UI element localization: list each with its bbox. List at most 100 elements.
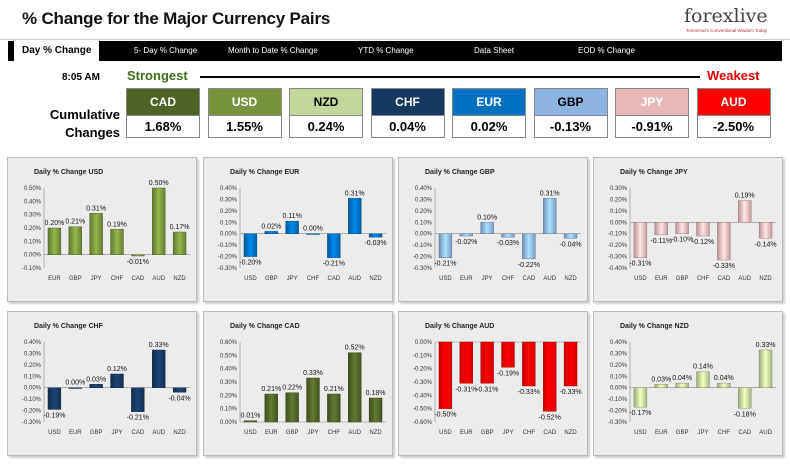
x-tick-label: GBP [265, 276, 278, 282]
data-label: -0.20% [239, 260, 261, 267]
bar [152, 187, 166, 255]
y-tick-label: -0.10% [413, 353, 433, 359]
data-label: 0.12% [107, 366, 127, 373]
currency-value: -2.50% [697, 115, 770, 137]
bar [285, 392, 299, 423]
y-tick-label: 0.20% [220, 393, 238, 399]
x-tick-label: USD [634, 430, 647, 436]
data-label: -0.12% [692, 239, 714, 246]
bar [306, 233, 320, 235]
bar [47, 387, 62, 410]
tab-data-sheet[interactable]: Data Sheet [474, 46, 515, 55]
bar [501, 233, 515, 238]
data-label: 0.17% [170, 224, 190, 231]
tab-month-to-date-change[interactable]: Month to Date % Change [228, 46, 318, 55]
x-tick-label: NZD [564, 276, 577, 282]
data-label: 0.11% [282, 213, 301, 220]
tab-ytd-change[interactable]: YTD % Change [358, 46, 414, 55]
currency-name: NZD [290, 89, 362, 115]
x-tick-label: JPY [111, 430, 122, 436]
bar [172, 231, 187, 255]
bar [675, 382, 689, 388]
data-label: 0.14% [693, 364, 713, 371]
bar [327, 233, 341, 258]
bar [327, 393, 341, 423]
bar [89, 384, 103, 388]
bar [758, 349, 773, 388]
bar [243, 233, 258, 257]
chart-title: Daily % Change JPY [620, 169, 688, 176]
data-label: 0.33% [756, 342, 776, 349]
y-tick-label: -0.10% [218, 243, 238, 249]
y-tick-label: 0.40% [610, 340, 628, 346]
chart-panel-3: Daily % Change JPY 0.30% 0.20% 0.10% 0.00% -0… [593, 157, 783, 302]
forexlive-logo[interactable]: forexlive Tomorrow's Conventional Wisdom… [668, 4, 782, 36]
bar [501, 341, 515, 368]
data-label: -0.02% [455, 239, 477, 246]
bar [368, 233, 383, 238]
bar [459, 341, 473, 384]
y-tick-label: 0.50% [24, 186, 42, 192]
x-tick-label: EUR [655, 430, 668, 436]
bar [348, 352, 362, 423]
currency-value: -0.91% [616, 115, 688, 137]
bar [675, 222, 689, 234]
y-tick-label: 0.10% [220, 407, 238, 413]
chart-panel-4: Daily % Change CHF 0.40% 0.30% 0.20% 0.10% 0.… [7, 311, 197, 456]
x-tick-label: AUD [543, 276, 556, 282]
y-tick-label: -0.30% [413, 266, 433, 272]
bar [348, 198, 362, 234]
y-tick-label: 0.30% [24, 213, 42, 219]
data-label: -0.11% [650, 238, 672, 245]
nav-bar: Day % Change 5- Day % Change Month to Da… [8, 41, 782, 61]
page-title: % Change for the Major Currency Pairs [22, 9, 331, 28]
bar [654, 384, 668, 388]
x-tick-label: CHF [502, 276, 515, 282]
bar [152, 349, 166, 388]
weakest-label: Weakest [707, 68, 760, 83]
data-label: -0.04% [168, 395, 190, 402]
currency-box-gbp: GBP -0.13% [533, 88, 608, 138]
currency-box-nzd: NZD 0.24% [289, 88, 363, 138]
x-tick-label: AUD [738, 276, 751, 282]
x-tick-label: EUR [69, 430, 82, 436]
data-label: 0.31% [540, 190, 560, 197]
bar [47, 227, 62, 255]
data-label: 0.10% [477, 214, 497, 221]
x-tick-label: USD [634, 276, 647, 282]
data-label: 0.31% [86, 205, 106, 212]
y-tick-label: -0.30% [608, 420, 628, 426]
chart-panel-1: Daily % Change EUR 0.40% 0.30% 0.20% 0.10% 0.… [203, 157, 393, 302]
tab-5-day-change[interactable]: 5- Day % Change [134, 46, 198, 55]
y-tick-label: 0.60% [220, 340, 238, 346]
y-tick-label: 0.00% [415, 232, 433, 238]
y-tick-label: -0.30% [413, 380, 433, 386]
bar [89, 213, 103, 255]
bar [717, 382, 731, 388]
y-tick-label: -0.20% [413, 255, 433, 261]
bar [522, 341, 536, 387]
currency-value: 0.04% [371, 115, 444, 137]
x-tick-label: EUR [48, 276, 61, 282]
tab-eod-change[interactable]: EOD % Change [578, 46, 635, 55]
currency-box-aud: AUD -2.50% [696, 88, 771, 138]
currency-name: AUD [697, 89, 770, 115]
cumulative-changes-label: Cumulative Changes [49, 107, 120, 140]
logo-text: forexlive [684, 5, 768, 27]
currency-box-usd: USD 1.55% [207, 88, 282, 138]
x-tick-label: CAD [543, 430, 556, 436]
bar [243, 420, 258, 423]
chart-panel-2: Daily % Change GBP 0.40% 0.30% 0.20% 0.10% 0.… [398, 157, 588, 302]
bar [368, 397, 383, 423]
bar [438, 233, 453, 258]
currency-name: CHF [371, 89, 444, 115]
y-tick-label: 0.10% [610, 374, 628, 380]
bar [633, 387, 648, 408]
y-tick-label: -0.20% [413, 367, 433, 373]
x-tick-label: EUR [460, 276, 473, 282]
tab-day-change[interactable]: Day % Change [14, 41, 100, 61]
bar-chart: Daily % Change USD0.50%0.40%0.30%0.20%0.… [22, 169, 190, 282]
bar-chart: Daily % Change GBP 0.40% 0.30% 0.20% 0.10% 0.… [413, 169, 582, 282]
bar [543, 198, 557, 234]
data-label: 0.01% [240, 413, 260, 420]
